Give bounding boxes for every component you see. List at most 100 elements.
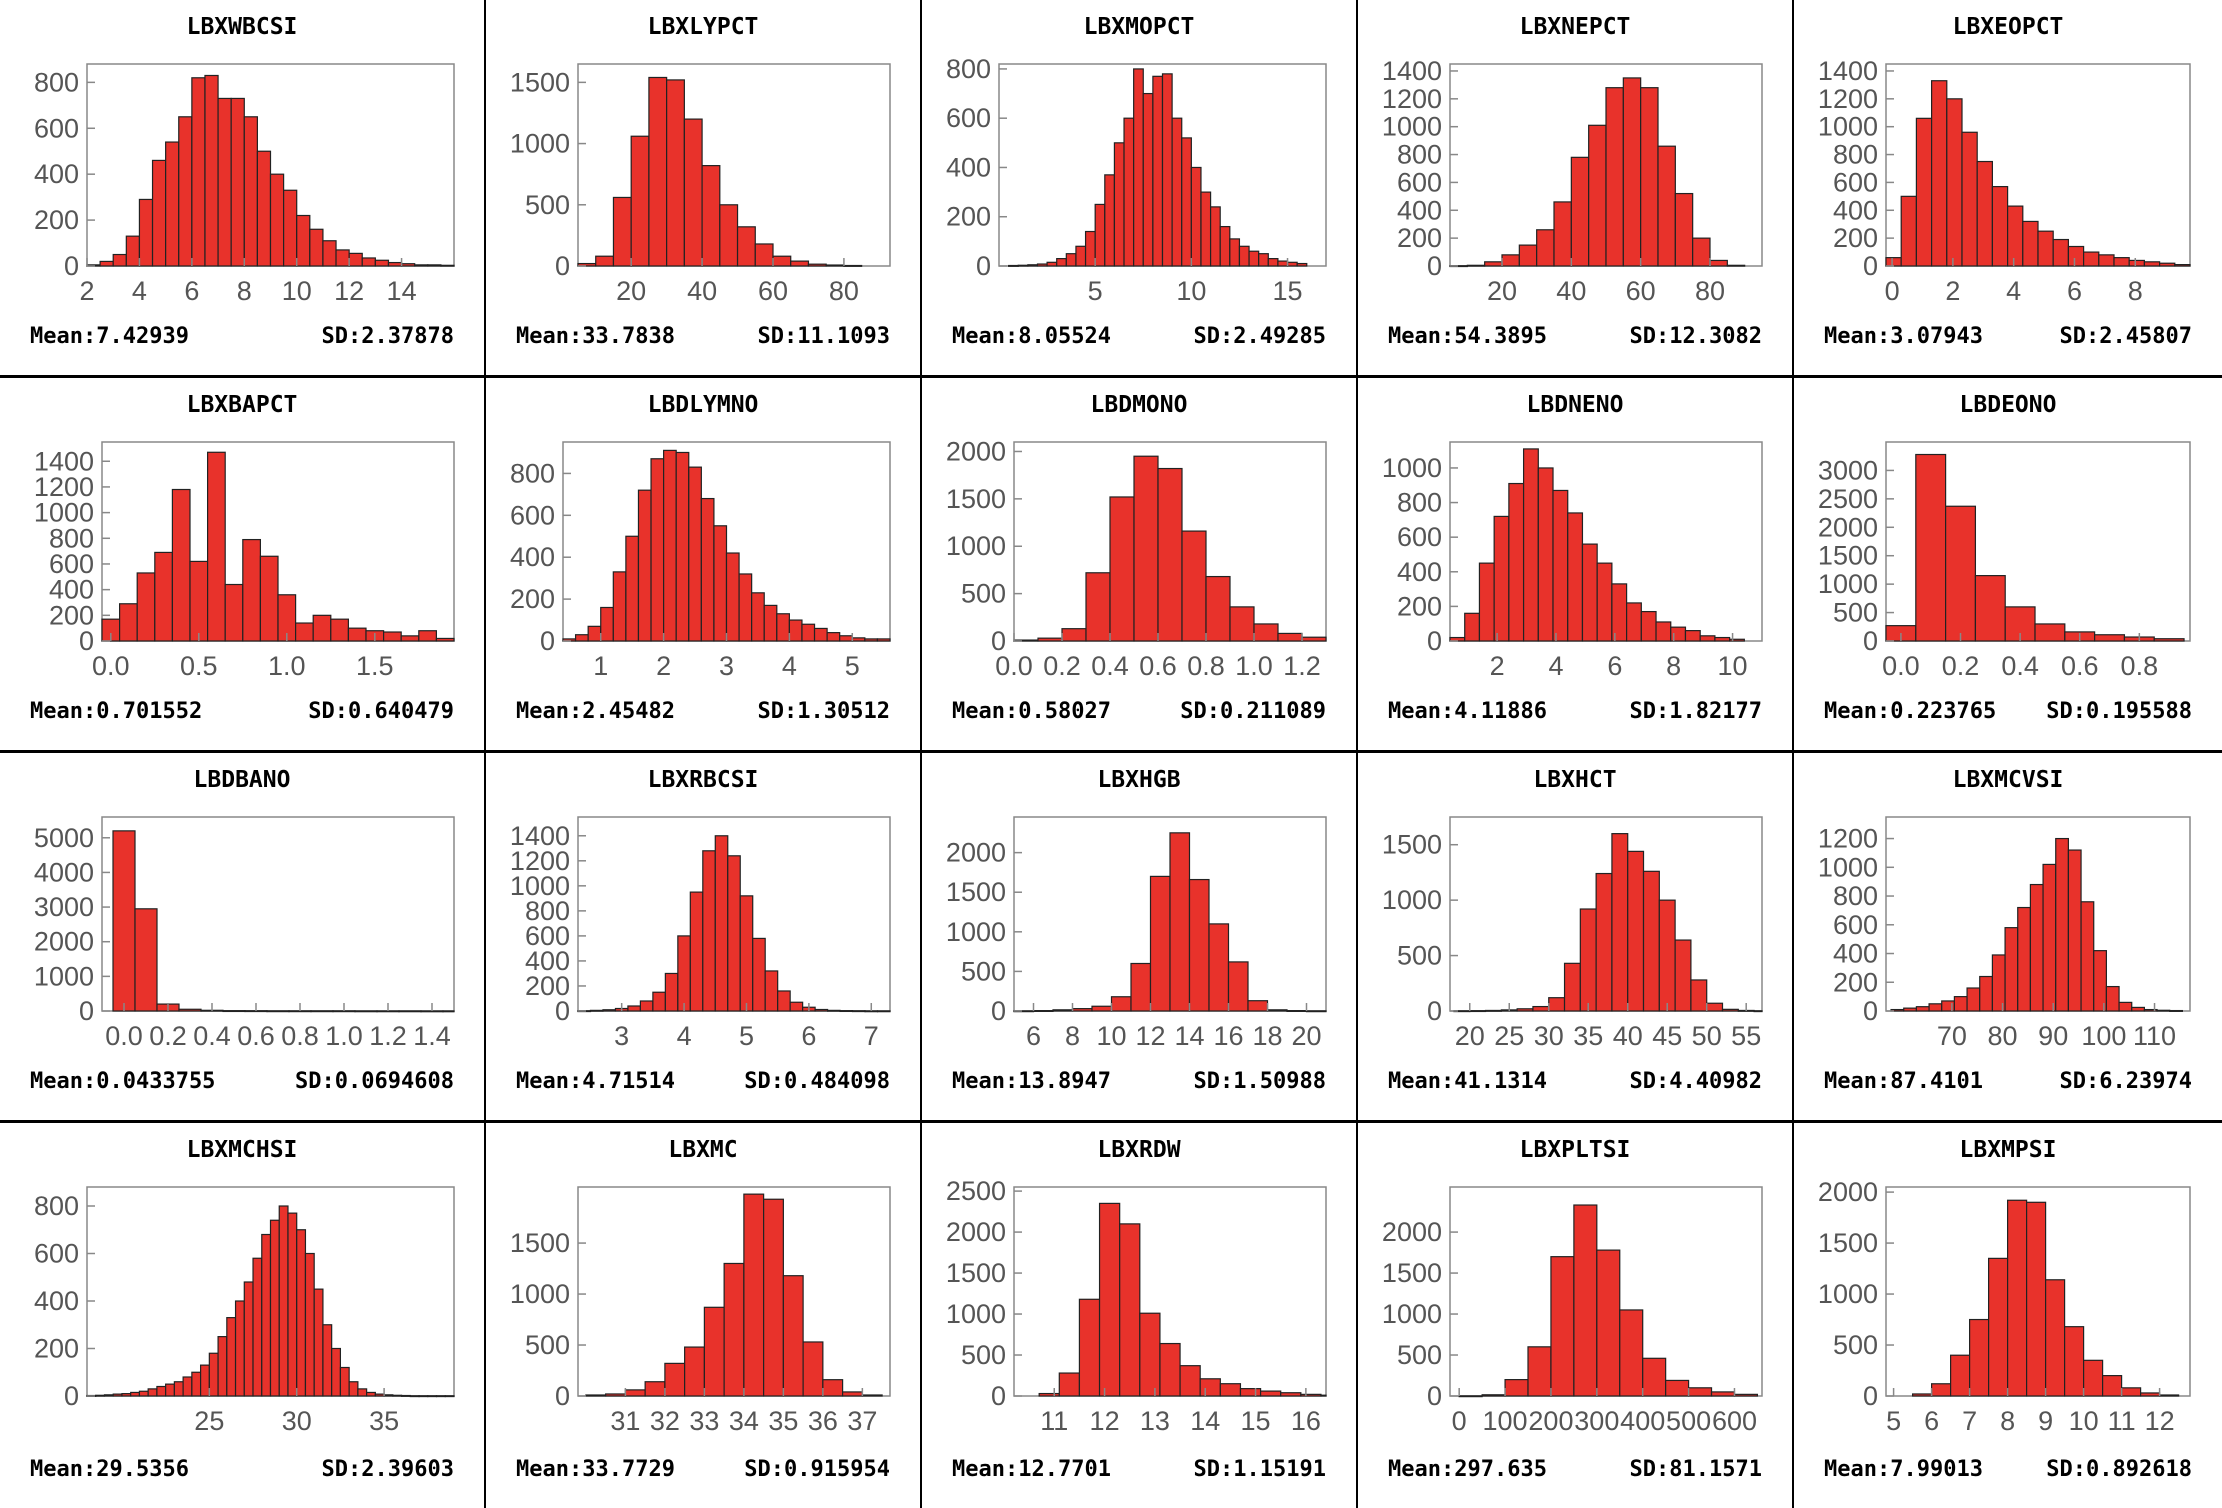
histogram-bar bbox=[182, 1376, 193, 1397]
chart-panel: LBDBANO 0 1000 2000 3000 4000 5000 0.0 0.2 0.4 0.6… bbox=[0, 753, 486, 1123]
y-tick-label: 1400 bbox=[1818, 56, 1878, 86]
histogram-bar bbox=[418, 1395, 429, 1398]
histogram-bar bbox=[230, 97, 245, 267]
histogram-plot: 0 200 400 600 800 2 4 6 8 10 12 14 bbox=[34, 63, 455, 306]
histogram-bar bbox=[1123, 117, 1135, 267]
histogram-bar bbox=[1642, 870, 1660, 1012]
summary-stats: Mean:29.5356 SD:2.39603 bbox=[30, 1457, 454, 1482]
histogram-bar bbox=[1219, 225, 1231, 267]
histogram-bar bbox=[348, 252, 363, 267]
histogram-bar bbox=[1622, 77, 1642, 267]
histogram-bar bbox=[684, 1346, 705, 1397]
chart-panel: LBDEONO 0 500 1000 1500 2000 2500 3000 0.0 0.2 0.4… bbox=[1794, 378, 2222, 753]
sd-label: SD:1.50988 bbox=[1193, 1069, 1326, 1094]
x-tick-label: 36 bbox=[808, 1406, 838, 1436]
histogram-bar bbox=[2045, 1279, 2066, 1397]
histogram-bar bbox=[1104, 174, 1116, 267]
x-tick-label: 600 bbox=[1712, 1406, 1757, 1436]
histogram-bar bbox=[392, 1394, 403, 1397]
y-tick-label: 200 bbox=[34, 205, 79, 235]
histogram-bar bbox=[1142, 92, 1154, 267]
histogram-bar bbox=[876, 1010, 891, 1013]
histogram-bar bbox=[418, 630, 437, 642]
histogram-bar bbox=[266, 1010, 290, 1013]
histogram-bar bbox=[2098, 254, 2115, 267]
histogram-bar bbox=[1536, 229, 1555, 267]
chart-panel: LBXHGB 0 500 1000 1500 2000 6 8 10 12 14 16 18 20 Mean… bbox=[922, 753, 1358, 1123]
histogram-bar bbox=[224, 583, 244, 642]
chart-title: LBXWBCSI bbox=[186, 14, 298, 40]
histogram-bar bbox=[2080, 901, 2095, 1012]
y-tick-label: 400 bbox=[1397, 195, 1442, 225]
histogram-bar bbox=[2064, 1326, 2085, 1397]
histogram-bar bbox=[444, 1395, 455, 1398]
histogram-bar bbox=[1915, 453, 1947, 642]
x-tick-label: 20 bbox=[1291, 1021, 1321, 1051]
histogram-bar bbox=[322, 1324, 333, 1397]
histogram-bar bbox=[1058, 1372, 1081, 1397]
y-tick-label: 400 bbox=[1397, 557, 1442, 587]
histogram-bar bbox=[1046, 261, 1058, 267]
histogram-bar bbox=[130, 1391, 141, 1397]
x-tick-label: 9 bbox=[2038, 1406, 2053, 1436]
histogram-bar bbox=[1595, 872, 1613, 1012]
mean-label: Mean:8.05524 bbox=[952, 324, 1111, 349]
summary-stats: Mean:4.11886 SD:1.82177 bbox=[1388, 699, 1762, 724]
sd-label: SD:2.37878 bbox=[321, 324, 454, 349]
histogram-bar bbox=[727, 855, 741, 1012]
histogram-bar bbox=[112, 830, 136, 1012]
chart-panel: LBDMONO 0 500 1000 1500 2000 0.0 0.2 0.4 0.6 0.8 1.… bbox=[922, 378, 1358, 753]
histogram-bar bbox=[1247, 1000, 1269, 1012]
x-tick-label: 1.0 bbox=[1235, 651, 1273, 681]
y-tick-label: 600 bbox=[34, 113, 79, 143]
y-tick-label: 0 bbox=[79, 996, 94, 1026]
histogram-bar bbox=[1227, 961, 1249, 1012]
histogram-bar bbox=[313, 1288, 324, 1397]
x-tick-label: 6 bbox=[184, 276, 199, 306]
histogram-bar bbox=[2055, 837, 2070, 1012]
histogram-bar bbox=[587, 625, 602, 642]
y-tick-label: 0 bbox=[1863, 626, 1878, 656]
histogram-bar bbox=[1674, 192, 1694, 267]
y-tick-label: 400 bbox=[1833, 195, 1878, 225]
x-tick-label: 80 bbox=[1988, 1021, 2018, 1051]
histogram-bar bbox=[1931, 1383, 1952, 1397]
histogram-bar bbox=[331, 1347, 342, 1397]
summary-stats: Mean:41.1314 SD:4.40982 bbox=[1388, 1069, 1762, 1094]
x-tick-label: 80 bbox=[829, 276, 859, 306]
histogram-bar bbox=[1110, 996, 1132, 1012]
histogram-bar bbox=[435, 1395, 446, 1398]
histogram-bar bbox=[1157, 467, 1183, 642]
sd-label: SD:4.40982 bbox=[1629, 1069, 1762, 1094]
histogram-bar bbox=[1665, 1379, 1690, 1397]
x-tick-label: 11 bbox=[2108, 1406, 2136, 1436]
histogram-bar bbox=[1280, 1392, 1302, 1397]
histogram-bar bbox=[876, 638, 891, 642]
histogram-bar bbox=[1508, 482, 1525, 642]
y-tick-label: 800 bbox=[34, 67, 79, 97]
x-tick-label: 4 bbox=[2006, 276, 2021, 306]
x-tick-label: 8 bbox=[1065, 1021, 1080, 1051]
histogram-bar bbox=[309, 228, 324, 267]
histogram-bar bbox=[383, 631, 402, 642]
histogram-bar bbox=[1266, 1009, 1288, 1012]
histogram-bar bbox=[839, 1010, 854, 1013]
histogram-bar bbox=[1179, 1365, 1201, 1397]
x-tick-label: 60 bbox=[1626, 276, 1656, 306]
histogram-bar bbox=[207, 451, 226, 642]
x-tick-label: 16 bbox=[1291, 1406, 1321, 1436]
y-tick-label: 0 bbox=[79, 626, 94, 656]
chart-title: LBXMPSI bbox=[1959, 1137, 2057, 1163]
chart-title: LBXRDW bbox=[1097, 1137, 1181, 1163]
histogram-bar bbox=[1710, 1391, 1736, 1397]
histogram-bar bbox=[420, 1010, 444, 1013]
histogram-bar bbox=[199, 1364, 210, 1397]
x-tick-label: 14 bbox=[1190, 1406, 1220, 1436]
histogram-bar bbox=[1199, 1378, 1221, 1397]
histogram-bar bbox=[1626, 602, 1642, 642]
summary-stats: Mean:33.7729 SD:0.915954 bbox=[516, 1457, 890, 1482]
histogram-bar bbox=[1900, 195, 1917, 267]
y-tick-label: 5000 bbox=[34, 823, 94, 853]
